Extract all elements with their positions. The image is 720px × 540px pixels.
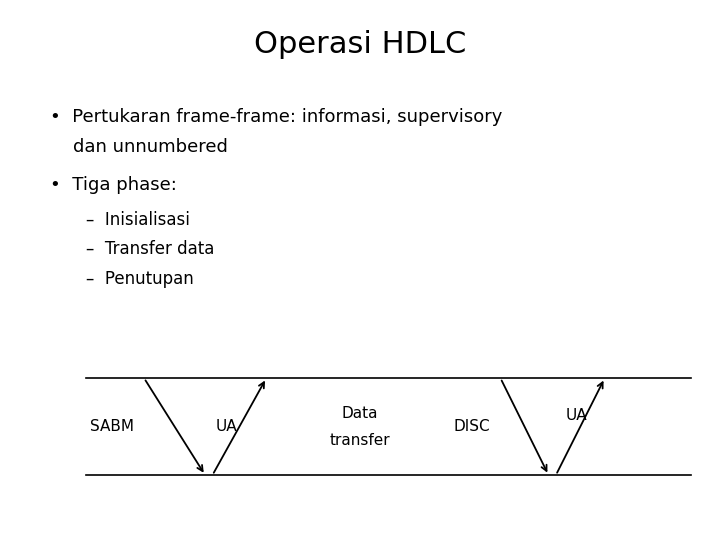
- Text: UA: UA: [216, 419, 238, 434]
- Text: Data: Data: [342, 406, 378, 421]
- Text: dan unnumbered: dan unnumbered: [50, 138, 228, 156]
- Text: DISC: DISC: [454, 419, 490, 434]
- Text: –  Transfer data: – Transfer data: [86, 240, 215, 258]
- Text: Operasi HDLC: Operasi HDLC: [254, 30, 466, 59]
- Text: –  Inisialisasi: – Inisialisasi: [86, 211, 190, 228]
- Text: SABM: SABM: [89, 419, 134, 434]
- Text: •  Pertukaran frame-frame: informasi, supervisory: • Pertukaran frame-frame: informasi, sup…: [50, 108, 503, 126]
- Text: transfer: transfer: [330, 433, 390, 448]
- Text: •  Tiga phase:: • Tiga phase:: [50, 176, 177, 193]
- Text: UA: UA: [565, 408, 587, 423]
- Text: –  Penutupan: – Penutupan: [86, 270, 194, 288]
